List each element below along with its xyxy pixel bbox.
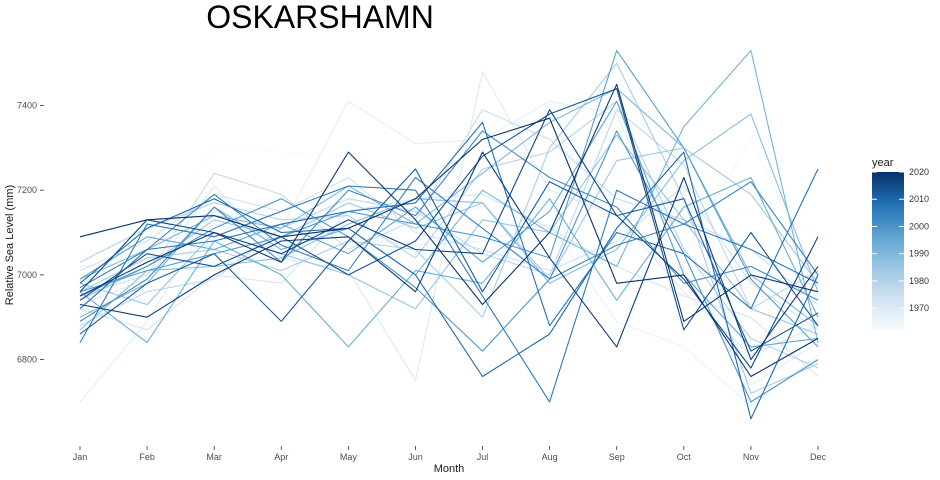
x-tick-label-Dec: Dec (810, 452, 827, 462)
series-line-1980 (79, 100, 819, 369)
x-axis-title: Month (434, 463, 465, 475)
series-line-1984 (79, 147, 819, 301)
series-line-1962 (79, 62, 819, 255)
legend-colorbar (872, 172, 904, 330)
series-line-2006 (79, 185, 819, 403)
series-line-1982 (79, 62, 819, 394)
series-line-2018 (79, 151, 819, 361)
series-line-1994 (79, 176, 819, 348)
x-tick-label-Feb: Feb (139, 452, 155, 462)
x-tick-label-Mar: Mar (206, 452, 222, 462)
x-tick-label-Nov: Nov (743, 452, 760, 462)
series-line-2020 (79, 117, 819, 378)
legend-label-1970: 1970 (909, 303, 929, 313)
series-line-2019 (79, 83, 819, 322)
series-line-1996 (79, 100, 819, 348)
y-axis-title: Relative Sea Level (mm) (4, 185, 16, 305)
lines-layer (79, 49, 819, 420)
x-tick-label-May: May (340, 452, 358, 462)
series-line-1988 (79, 113, 819, 331)
series-line-1970 (79, 71, 819, 382)
legend-label-2000: 2000 (909, 221, 929, 231)
x-tick-label-Apr: Apr (274, 452, 288, 462)
chart-title: OSKARSHAMN (206, 0, 434, 35)
x-tick-label-Jul: Jul (477, 452, 489, 462)
legend-label-1990: 1990 (909, 249, 929, 259)
x-tick-label-Jan: Jan (73, 452, 88, 462)
y-tick-label-6800: 6800 (17, 355, 37, 365)
legend-label-2010: 2010 (909, 194, 929, 204)
series-line-1972 (79, 193, 819, 377)
y-tick-label-7000: 7000 (17, 270, 37, 280)
y-tick-label-7400: 7400 (17, 101, 37, 111)
legend: year 1970 1980 1990 2000 2010 2020 (872, 157, 929, 330)
x-tick-label-Sep: Sep (609, 452, 625, 462)
series-line-2008 (79, 121, 819, 327)
legend-label-2020: 2020 (909, 167, 929, 177)
x-tick-label-Aug: Aug (542, 452, 558, 462)
legend-title: year (872, 157, 894, 169)
x-axis: Jan Feb Mar Apr May Jun Jul Aug Sep Oct Nov Dec (73, 446, 827, 462)
legend-ticks: 1970 1980 1990 2000 2010 2020 (872, 167, 929, 313)
y-tick-label-7200: 7200 (17, 185, 37, 195)
x-tick-label-Oct: Oct (677, 452, 692, 462)
series-line-2016 (79, 109, 819, 369)
series-line-2002 (79, 130, 819, 322)
x-tick-label-Jun: Jun (408, 452, 423, 462)
legend-label-1980: 1980 (909, 276, 929, 286)
series-line-1976 (79, 109, 819, 305)
series-line-2012 (79, 168, 819, 352)
series-line-1986 (79, 134, 819, 335)
series-line-2010 (79, 151, 819, 420)
series-line-1968 (79, 100, 819, 403)
y-axis: 6800 7000 7200 7400 (17, 101, 44, 365)
